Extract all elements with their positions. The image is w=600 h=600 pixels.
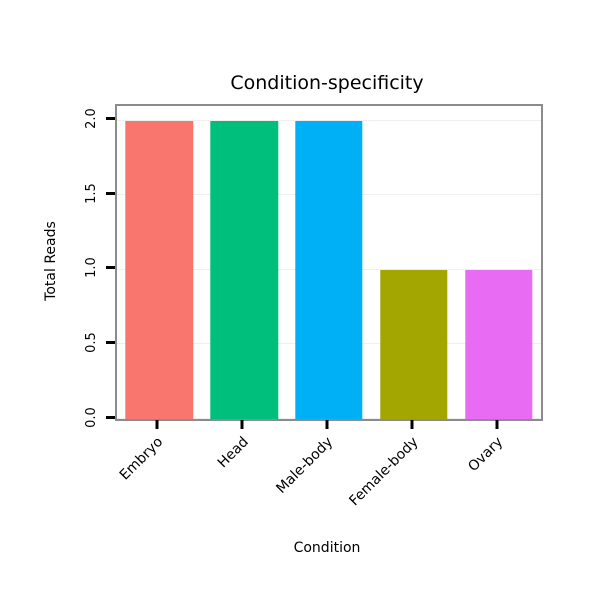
y-tick-label-text: 2.0 [83,108,99,130]
x-tick [325,420,329,429]
y-tick-label: 0.0 [80,397,102,437]
y-axis-tick-labels: 0.0 0.5 1.0 1.5 2.0 [78,104,102,428]
bars [117,106,541,419]
y-tick-label: 2.0 [80,99,102,139]
x-tick [240,420,244,429]
bar-embryo [125,120,194,419]
bar-ovary [464,269,533,419]
bar-male-body [295,120,363,419]
x-axis-ticks [115,420,539,430]
x-tick [410,420,414,429]
y-tick-label: 0.5 [80,322,102,362]
bar-female-body [380,269,448,419]
y-tick [106,340,115,344]
y-tick [106,117,115,121]
x-tick-label-text: Embryo [117,434,167,484]
y-axis-ticks [104,104,115,419]
chart-title: Condition-specificity [230,72,424,94]
x-tick-label-text: Head [214,434,252,472]
x-tick-label-text: Male-body [273,434,337,497]
y-tick-label-text: 1.0 [83,257,99,279]
y-axis-title: Total Reads [40,104,62,417]
y-tick-label-text: 1.5 [83,183,99,204]
x-axis-title: Condition [293,540,361,556]
y-tick-label-text: 0.0 [83,406,99,428]
y-tick [106,191,115,195]
gridline [117,119,541,121]
y-tick-label: 1.0 [80,248,102,288]
bar-head [210,120,278,419]
y-tick [106,415,115,419]
x-tick [155,420,159,429]
x-tick [495,420,499,429]
y-tick [106,266,115,270]
x-tick-label-text: Female-body [345,434,422,510]
plot-panel [115,104,543,421]
y-tick-label-text: 0.5 [83,332,99,353]
y-tick-label: 1.5 [80,173,102,213]
y-axis-title-text: Total Reads [43,220,59,301]
x-tick-label-text: Ovary [464,434,506,475]
x-axis-tick-labels: Embryo Head Male-body Female-body Ovary [115,434,539,514]
